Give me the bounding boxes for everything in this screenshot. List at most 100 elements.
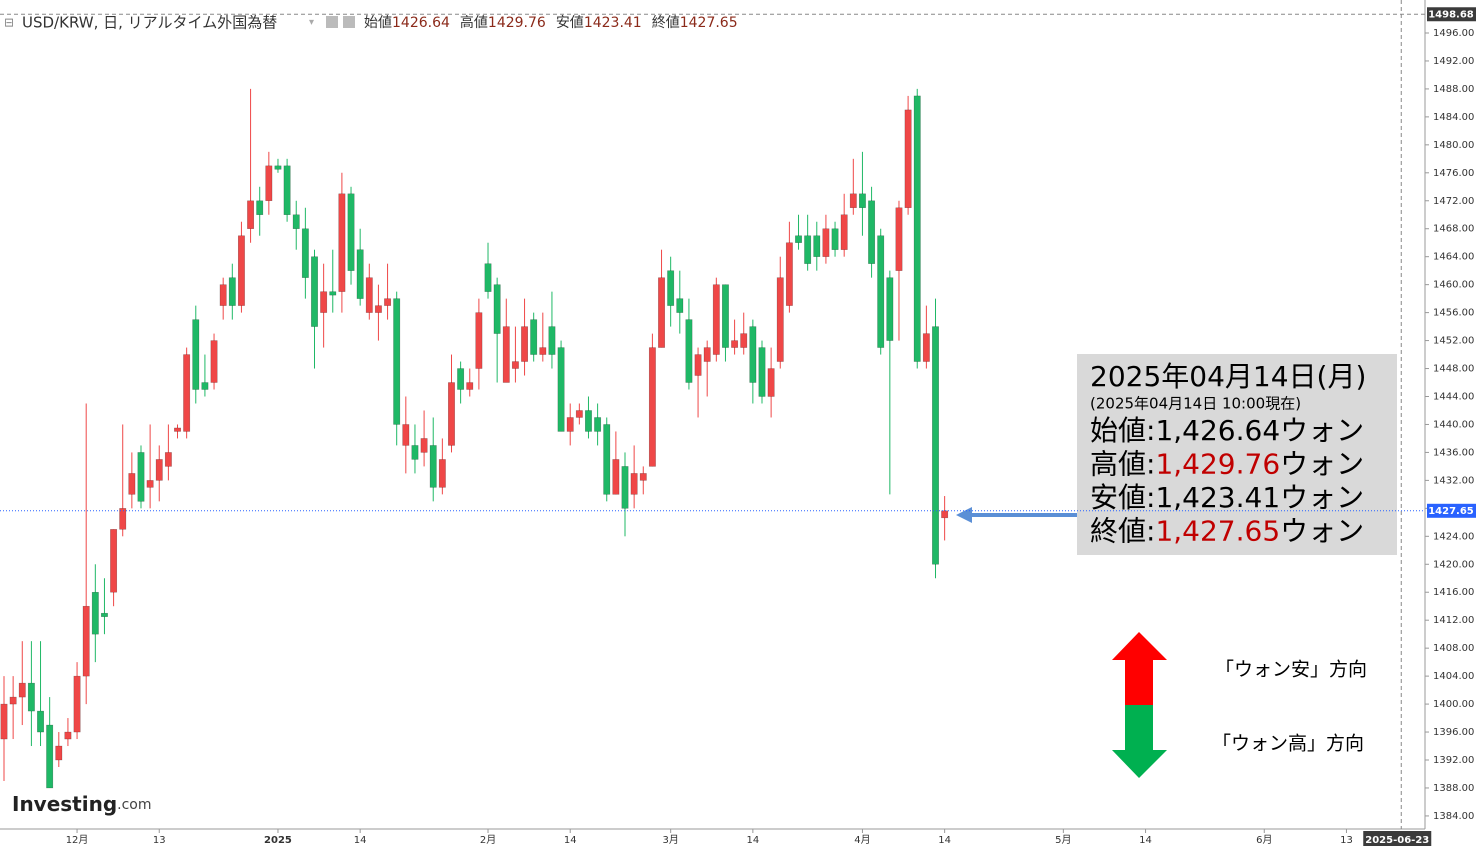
candle-body [448, 382, 455, 446]
candle-body [201, 382, 209, 390]
annotation-unit: ウォン [1280, 481, 1364, 514]
candle-body [265, 165, 273, 202]
ohlc-value: 1427.65 [680, 15, 738, 31]
candle-body [831, 228, 839, 250]
settings-icon[interactable] [343, 16, 355, 28]
candle-body [521, 326, 528, 362]
direction-label: 「ウォン高」方向 [1212, 733, 1364, 755]
candle-body [941, 510, 949, 519]
candle-body [393, 298, 401, 425]
collapse-icon[interactable]: ⊟ [4, 16, 14, 30]
ohlc-label: 安値 [556, 15, 584, 31]
candle-body [466, 382, 474, 390]
up-arrow [1112, 632, 1167, 705]
candle-body [155, 459, 163, 481]
ohlc-value: 1429.76 [488, 15, 546, 31]
dropdown-icon[interactable]: ▾ [309, 17, 314, 28]
x-tick-label: 13 [153, 835, 166, 846]
candle-body [767, 368, 775, 397]
x-tick-label: 2025 [264, 835, 292, 846]
ohlc-label: 高値 [460, 14, 488, 31]
y-tick-label: 1452.00 [1433, 336, 1474, 347]
candle-body [484, 263, 492, 292]
ohlc-values: 始値1426.64 高値1429.76 安値1423.41 終値1427.65 [364, 14, 738, 31]
candle-body [475, 312, 483, 369]
x-tick-label: 14 [746, 835, 759, 846]
plot [0, 88, 949, 789]
candle-body [228, 277, 236, 306]
y-tick-label: 1492.00 [1433, 56, 1474, 67]
candle-body [630, 473, 638, 495]
ohlc-label: 終値 [652, 15, 680, 31]
y-tick-label: 1432.00 [1433, 475, 1474, 486]
candle-body [740, 333, 748, 348]
crosshair-price: 1498.68 [1428, 9, 1474, 20]
candle-body [658, 277, 665, 348]
candle-body [511, 361, 519, 369]
y-tick-label: 1436.00 [1433, 447, 1474, 458]
y-tick-label: 1444.00 [1433, 391, 1474, 402]
candle-body [795, 235, 802, 243]
annotation-unit: ウォン [1280, 414, 1364, 447]
candle-body [274, 165, 282, 170]
candle-body [621, 466, 629, 509]
y-tick-label: 1448.00 [1433, 364, 1474, 375]
candle-body [283, 165, 291, 215]
candle-body [210, 340, 218, 383]
logo-suffix: .com [117, 797, 151, 813]
ohlc-value: 1423.41 [584, 15, 642, 31]
candle-body [374, 305, 382, 313]
x-tick-label: 3月 [662, 834, 678, 846]
annotation-label: 安値 [1090, 481, 1146, 514]
candle-body [877, 235, 885, 348]
candle-body [648, 347, 656, 467]
annotation-unit: ウォン [1280, 448, 1364, 481]
x-tick-label: 12月 [66, 834, 89, 846]
candle-body [822, 228, 830, 257]
annotation-date: 2025年04月14日(月) [1090, 360, 1366, 393]
candle-body [804, 235, 812, 264]
candle-body [46, 724, 54, 789]
annotation-row: 始値:1,426.64ウォン [1090, 414, 1364, 447]
last-price-label: 1427.65 [1428, 506, 1474, 517]
candle-body [164, 452, 172, 467]
annotation-label: 高値 [1090, 448, 1146, 481]
candle-body [91, 591, 99, 635]
candle-body [758, 347, 766, 397]
ohlc-label: 始値 [364, 15, 392, 31]
candle-body [27, 682, 35, 712]
candle-body [0, 703, 8, 740]
candle-body [749, 326, 757, 383]
candle-body [603, 424, 611, 495]
candle-body [904, 109, 912, 209]
x-tick-label: 14 [354, 835, 367, 846]
annotation-asof: (2025年04月14日 10:00現在) [1090, 395, 1301, 413]
annotation-value: 1,426.64 [1155, 414, 1280, 447]
candle-body [457, 368, 465, 390]
candle-body [886, 277, 894, 341]
candle-body [338, 193, 346, 292]
y-tick-label: 1488.00 [1433, 84, 1474, 95]
crosshair-date-box [1363, 831, 1432, 846]
candle-body [247, 200, 255, 229]
candle-body [110, 529, 118, 593]
candle-body [174, 427, 181, 432]
x-tick-label: 4月 [854, 834, 870, 846]
candle-body [731, 340, 739, 348]
candle-body [73, 675, 81, 733]
candle-body [320, 291, 328, 313]
candle-body [347, 193, 355, 271]
candle-body [922, 333, 930, 362]
candle-body [895, 207, 903, 271]
x-tick-label: 14 [1139, 835, 1152, 846]
candle-body [9, 696, 17, 705]
last-price-box [1427, 503, 1476, 518]
y-tick-label: 1456.00 [1433, 308, 1474, 319]
candle-body [539, 347, 547, 355]
settings-icon[interactable] [326, 16, 338, 28]
annotation: 2025年04月14日(月) (2025年04月14日 10:00現在) 始値:… [956, 354, 1397, 555]
candle-body [420, 438, 428, 453]
x-tick-label: 14 [938, 835, 951, 846]
annotation-unit: ウォン [1280, 515, 1364, 548]
y-tick-label: 1404.00 [1433, 671, 1474, 682]
